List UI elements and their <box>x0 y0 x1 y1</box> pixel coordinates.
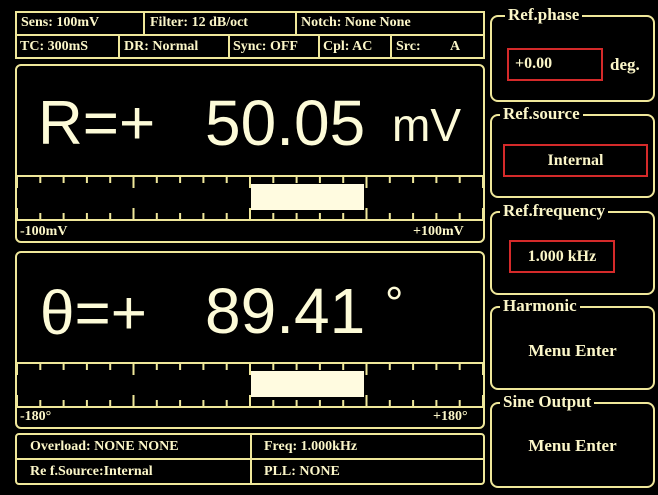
source-field[interactable]: Internal <box>503 144 648 177</box>
theta-value: 89.41 <box>205 275 366 347</box>
divider <box>250 433 252 485</box>
src-label: Src: <box>396 39 421 54</box>
divider <box>390 34 392 59</box>
tc: TC: 300mS <box>20 39 89 54</box>
r-unit: mV <box>392 99 461 151</box>
phase-field[interactable]: +0.00 <box>507 48 603 81</box>
filter: Filter: 12 dB/oct <box>150 15 248 30</box>
menu-title: Sine Output <box>500 392 595 412</box>
divider <box>118 34 120 59</box>
theta-meter <box>15 362 485 408</box>
r-panel <box>15 64 485 243</box>
pll: PLL: NONE <box>264 464 340 479</box>
menu-title: Ref.phase <box>505 5 583 25</box>
r-scale-min: -100mV <box>20 224 68 239</box>
theta-unit: ° <box>385 277 404 329</box>
divider <box>143 11 145 35</box>
theta-scale-max: +180° <box>433 409 468 424</box>
field-text: +0.00 <box>515 55 553 72</box>
r-meter <box>15 175 485 221</box>
r-scale-max: +100mV <box>413 224 464 239</box>
meter-block <box>251 371 364 397</box>
theta-scale-min: -180° <box>20 409 52 424</box>
divider <box>318 34 320 59</box>
cpl: Cpl: AC <box>323 39 373 54</box>
ref-source-status: Re f.Source:Internal <box>30 464 153 479</box>
divider <box>15 34 485 36</box>
freq: Freq: 1.000kHz <box>264 439 358 454</box>
phase-unit: deg. <box>610 55 640 74</box>
theta-label: θ=+ <box>40 279 147 348</box>
r-value: 50.05 <box>205 87 366 159</box>
sens: Sens: 100mV <box>21 15 100 30</box>
meter-block <box>251 184 364 210</box>
overload: Overload: NONE NONE <box>30 439 179 454</box>
dr: DR: Normal <box>124 39 199 54</box>
divider <box>228 34 230 59</box>
menu-action[interactable]: Menu Enter <box>528 341 617 360</box>
notch: Notch: None None <box>301 15 411 30</box>
menu-title: Harmonic <box>500 296 580 316</box>
menu-action[interactable]: Menu Enter <box>528 436 617 455</box>
r-label: R=+ <box>38 89 156 158</box>
frequency-field[interactable]: 1.000 kHz <box>509 240 615 273</box>
divider <box>295 11 297 35</box>
sync: Sync: OFF <box>233 39 298 54</box>
theta-panel <box>15 251 485 429</box>
field-text: 1.000 kHz <box>527 248 597 265</box>
src-value: A <box>450 39 461 54</box>
menu-title: Ref.frequency <box>500 201 609 221</box>
field-text: Internal <box>547 152 604 169</box>
menu-title: Ref.source <box>500 104 583 124</box>
